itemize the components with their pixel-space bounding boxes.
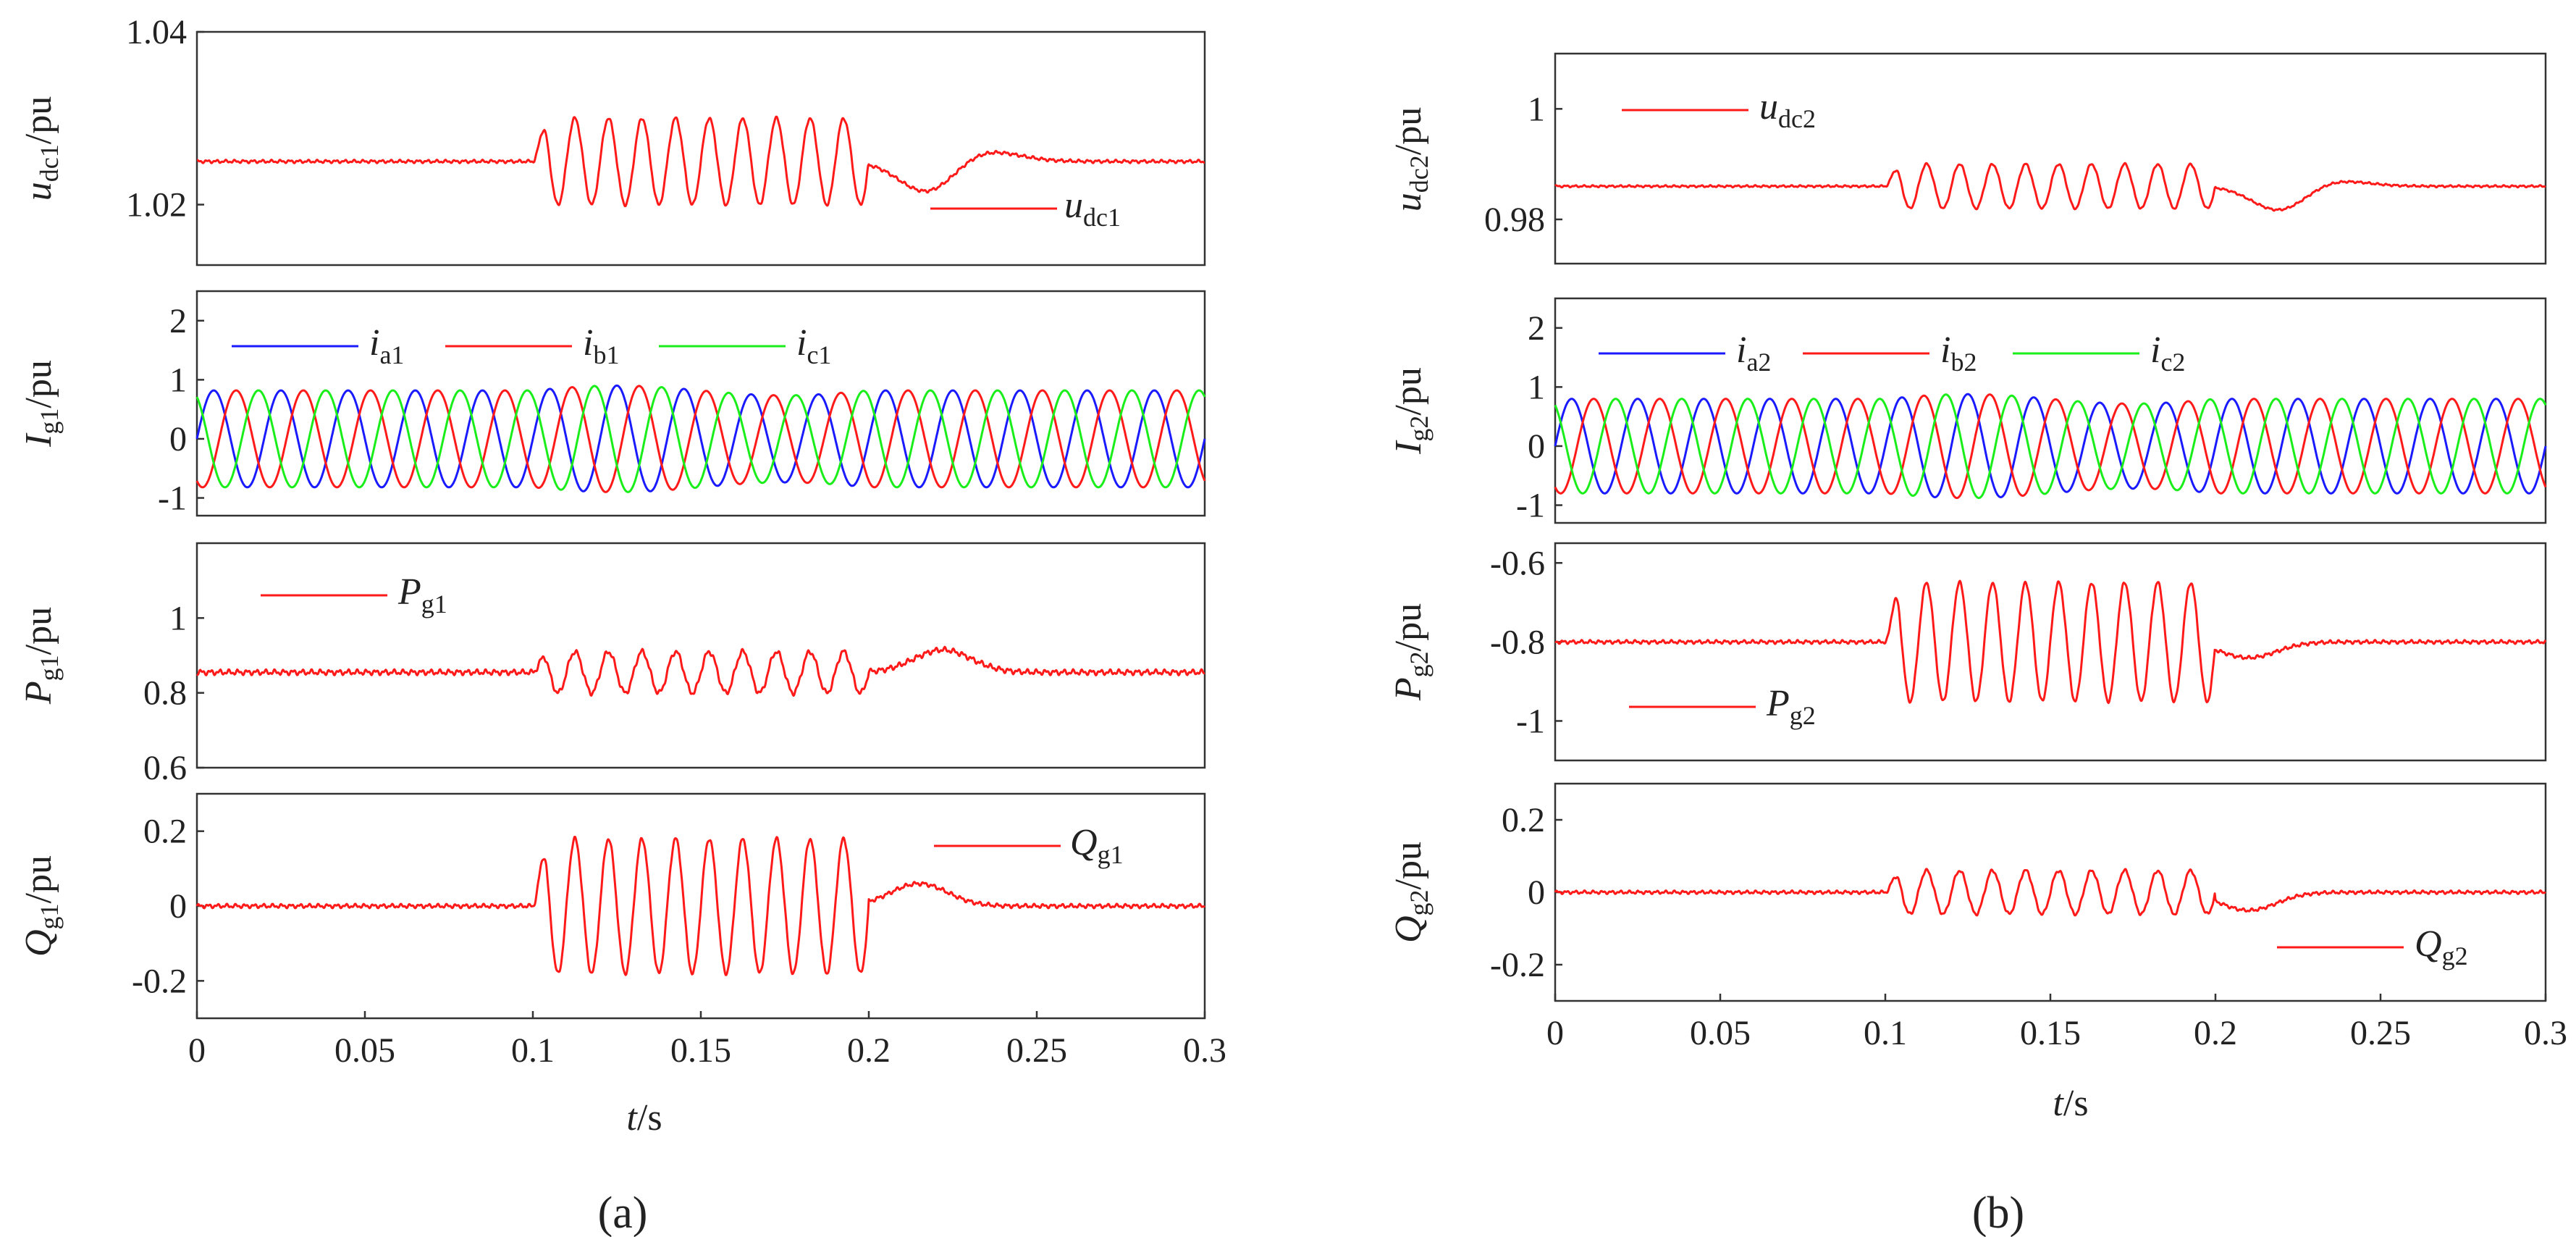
ylabel-qg1: Qg1/pu xyxy=(18,855,64,957)
ytick-label: 0.2 xyxy=(1502,801,1545,839)
ytick-label: 0.98 xyxy=(1484,201,1545,239)
panel-b3: -1 -0.8 -0.6 Pg2/pu Pg2 xyxy=(1388,542,2547,762)
legend-label-ia1: ia1 xyxy=(369,322,404,369)
plot-frame xyxy=(195,30,1206,267)
xtick-label: 0.1 xyxy=(511,1031,555,1070)
legend-label-qg2: Qg2 xyxy=(2415,923,2468,970)
xtick-label: 0 xyxy=(188,1031,206,1070)
ytick-label: 0.2 xyxy=(143,813,187,851)
ylabel-pg1: Pg1/pu xyxy=(18,607,64,705)
xtick-label: 0.05 xyxy=(1690,1014,1751,1052)
xtick-label: 0 xyxy=(1546,1014,1564,1052)
panel-b2: -1 0 1 2 Ig2/pu ia2 ib2 ic2 xyxy=(1388,297,2547,525)
series-ia1 xyxy=(195,384,1206,492)
ytick-label: 2 xyxy=(169,302,187,340)
series-Qg2 xyxy=(1554,868,2546,917)
ytick-label: -0.2 xyxy=(132,962,187,1000)
legend-label-ic2: ic2 xyxy=(2150,330,2185,377)
series-ia2 xyxy=(1554,393,2547,498)
ylabel-udc2: udc2/pu xyxy=(1388,107,1434,211)
legend-label-udc1: udc1 xyxy=(1064,185,1121,232)
panel-b1: 0.98 1 udc2/pu udc2 xyxy=(1388,52,2547,265)
xtick-label: 0.2 xyxy=(2194,1014,2237,1052)
ytick-label: 1 xyxy=(169,599,187,637)
panel-a1: 1.02 1.04 udc1/pu udc1 xyxy=(18,13,1206,267)
plot-frame xyxy=(195,290,1206,517)
ylabel-udc1: udc1/pu xyxy=(18,96,64,201)
ytick-label: 0 xyxy=(1528,873,1545,912)
plot-frame xyxy=(1554,297,2547,524)
panel-b4: -0.2 0 0.2 Qg2/pu Qg2 xyxy=(1388,782,2547,1002)
xlabel-a: t/s xyxy=(626,1097,662,1139)
subfigure-label-b: (b) xyxy=(1972,1188,2024,1237)
ytick-label: -1 xyxy=(158,479,187,518)
ytick-label: -0.2 xyxy=(1490,946,1545,984)
legend-label-ib1: ib1 xyxy=(583,322,619,369)
ytick-label: 0.6 xyxy=(143,749,187,787)
xtick-label: 0.15 xyxy=(2020,1014,2081,1052)
ylabel-pg2: Pg2/pu xyxy=(1388,603,1434,701)
xtick-label: 0.25 xyxy=(1006,1031,1067,1070)
ytick-label: 0 xyxy=(1528,427,1545,466)
ytick-label: 0 xyxy=(169,887,187,926)
ytick-label: -0.8 xyxy=(1490,623,1545,661)
ytick-label: 1 xyxy=(1528,368,1545,406)
series-Qg1 xyxy=(195,836,1206,976)
series-Pg2 xyxy=(1554,579,2547,705)
ytick-label: 1.02 xyxy=(126,186,187,225)
series-udc1 xyxy=(196,115,1205,208)
plot-frame xyxy=(195,542,1206,769)
series-ic2 xyxy=(1554,393,2547,500)
panel-a3: 0.6 0.8 1 Pg1/pu Pg1 xyxy=(18,542,1206,787)
ytick-label: 0.8 xyxy=(143,674,187,713)
panel-a4: -0.2 0 0.2 Qg1/pu Qg1 xyxy=(18,792,1206,1020)
xtick-label: 0.1 xyxy=(1864,1014,1907,1052)
plot-frame xyxy=(1554,542,2547,762)
legend-label-ib2: ib2 xyxy=(1940,330,1977,377)
series-ib1 xyxy=(195,385,1206,493)
legend-label-ic1: ic1 xyxy=(796,322,831,369)
series-udc2 xyxy=(1554,162,2546,212)
legend-label-udc2: udc2 xyxy=(1759,86,1816,133)
x-axis-a: 0 0.05 0.1 0.15 0.2 0.25 0.3 xyxy=(188,1011,1226,1070)
plot-frame xyxy=(1554,52,2547,265)
xtick-label: 0.05 xyxy=(334,1031,395,1070)
xtick-label: 0.3 xyxy=(2524,1014,2567,1052)
ytick-label: 2 xyxy=(1528,309,1545,348)
series-ib2 xyxy=(1554,393,2547,500)
ytick-label: 0 xyxy=(169,420,187,458)
xtick-label: 0.2 xyxy=(847,1031,891,1070)
ytick-label: -1 xyxy=(1516,702,1545,740)
ytick-label: 1.04 xyxy=(126,13,187,51)
ylabel-qg2: Qg2/pu xyxy=(1388,842,1434,943)
xtick-label: 0.25 xyxy=(2350,1014,2411,1052)
panel-a2: -1 0 1 2 Ig1/pu ia1 ib1 ic1 xyxy=(18,290,1206,518)
x-axis-b: 0 0.05 0.1 0.15 0.2 0.25 0.3 xyxy=(1546,994,2567,1052)
legend-label-qg1: Qg1 xyxy=(1070,822,1124,869)
subfigure-label-a: (a) xyxy=(598,1188,648,1237)
ytick-label: -0.6 xyxy=(1490,544,1545,582)
legend-label-pg1: Pg1 xyxy=(397,571,447,618)
xlabel-b: t/s xyxy=(2053,1083,2088,1124)
ytick-label: 1 xyxy=(1528,90,1545,128)
ylabel-ig1: Ig1/pu xyxy=(18,360,64,448)
xtick-label: 0.15 xyxy=(670,1031,731,1070)
ylabel-ig2: Ig2/pu xyxy=(1388,367,1434,455)
xtick-label: 0.3 xyxy=(1183,1031,1226,1070)
series-ic1 xyxy=(195,385,1206,493)
series-Pg1 xyxy=(196,645,1205,697)
ytick-label: 1 xyxy=(169,361,187,399)
legend-label-ia2: ia2 xyxy=(1736,330,1771,377)
legend-label-pg2: Pg2 xyxy=(1766,683,1816,730)
ytick-label: -1 xyxy=(1516,487,1545,525)
